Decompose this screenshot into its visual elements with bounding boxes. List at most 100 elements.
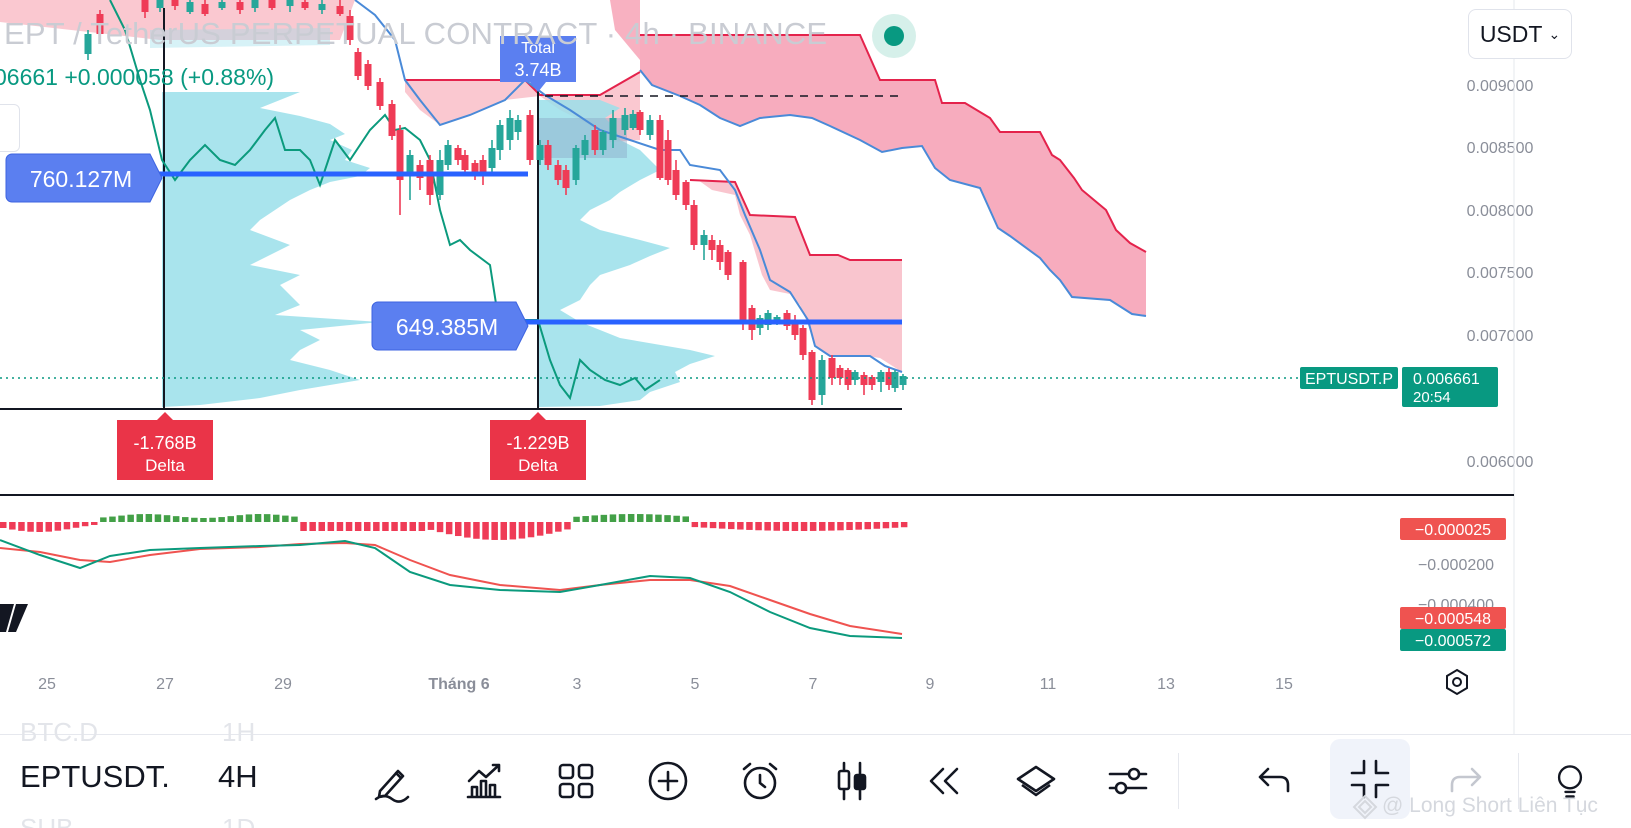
candle [818, 355, 826, 405]
candle-body [828, 358, 836, 378]
macd-histogram-bar [436, 522, 444, 533]
price-layer: 760.127M649.385MTotal3.74B-1.768BDelta-1… [0, 0, 1300, 480]
candle-body [268, 0, 276, 8]
candle-type-button[interactable] [824, 753, 880, 809]
add-button[interactable] [640, 753, 696, 809]
collapsed-panel-stub[interactable] [0, 104, 20, 152]
macd-histogram-bar [582, 516, 589, 522]
candle [251, 0, 259, 12]
candle-body [836, 368, 844, 378]
candle [479, 155, 487, 185]
delta-label-value: -1.768B [133, 433, 196, 453]
macd-line-value: −0.000572 [1415, 633, 1491, 650]
candle-body [672, 170, 680, 195]
poc-label-text: 760.127M [30, 166, 132, 192]
macd-histogram-bar [646, 514, 653, 522]
macd-histogram-bar [354, 522, 362, 531]
lightbulb-icon [1557, 765, 1583, 798]
candle-body [301, 2, 309, 8]
layouts-button[interactable] [548, 753, 604, 809]
macd-histogram-bar [555, 522, 562, 532]
delta-label-box [490, 412, 586, 480]
candle [885, 368, 893, 390]
redo-button[interactable] [1438, 753, 1494, 809]
delta-label-caption: Delta [145, 456, 185, 475]
candle-body [251, 0, 259, 8]
macd-histogram-bar [36, 522, 43, 532]
price-axis-label: 0.009000 [1467, 78, 1534, 95]
candle-body [171, 0, 179, 6]
candle-body [748, 308, 756, 330]
market-status-indicator[interactable] [872, 14, 916, 58]
macd-histogram-bar [382, 522, 389, 531]
candle-body [426, 160, 434, 195]
ideas-button[interactable] [1550, 753, 1590, 809]
candle-body [891, 372, 899, 388]
candle-body [218, 2, 226, 8]
toolbar-divider [1178, 753, 1179, 809]
macd-histogram-bar [309, 522, 316, 531]
candle-body [336, 6, 344, 14]
undo-button[interactable] [1246, 753, 1302, 809]
macd-histogram-bar [163, 515, 171, 522]
candle-body [664, 140, 672, 180]
indicators-button[interactable] [456, 753, 512, 809]
macd-histogram-bar [791, 522, 799, 531]
countdown-text: 20:54 [1413, 389, 1451, 406]
candle-body [554, 165, 562, 180]
macd-histogram-bar [45, 522, 52, 532]
watermark: @ Long Short Liên Tục [1382, 794, 1598, 817]
macd-histogram-bar [627, 514, 635, 522]
candle [141, 0, 149, 18]
macd-histogram-bar [391, 522, 398, 531]
cloud-span-a [640, 34, 1147, 253]
candle [544, 140, 552, 170]
replay-button[interactable] [916, 753, 972, 809]
candle-body [141, 0, 149, 12]
candle-type-icon [837, 761, 867, 801]
time-axis-label: 11 [1040, 676, 1057, 693]
candle [756, 315, 764, 335]
candle [236, 0, 244, 14]
candle [171, 0, 179, 10]
alert-button[interactable] [732, 753, 788, 809]
symbol-tag-text: EPTUSDT.P [1305, 371, 1393, 388]
macd-histogram-bar [400, 522, 407, 531]
candle [636, 110, 644, 135]
candle [426, 155, 434, 205]
macd-histogram-bar [273, 514, 280, 522]
time-axis: 25 27 29 Tháng 6 3 5 7 9 11 13 15 [38, 668, 1468, 696]
ghost-symbol-top: BTC.D [20, 717, 98, 747]
time-axis-label: 15 [1275, 676, 1293, 693]
macd-histogram-bar [245, 514, 253, 522]
candle [84, 30, 92, 60]
interval-selector[interactable]: 4H [218, 759, 258, 794]
macd-histogram-bar [846, 522, 853, 531]
symbol-title[interactable]: EPT / TetherUS PERPETUAL CONTRACT · 4h ·… [4, 16, 828, 51]
ichimoku-cloud-right [640, 35, 1146, 316]
candle-body [354, 52, 362, 76]
time-axis-label: 7 [809, 676, 818, 693]
candle [514, 115, 522, 140]
ghost-symbol-bottom: SUB [20, 813, 74, 828]
settings-button[interactable] [1100, 753, 1156, 809]
draw-button[interactable] [364, 753, 420, 809]
candle-body [572, 148, 580, 180]
macd-histogram-bar [218, 517, 225, 522]
layers-button[interactable] [1008, 753, 1064, 809]
candle [461, 150, 469, 175]
price-axis-label: 0.006000 [1467, 454, 1534, 471]
candle-body [562, 170, 570, 188]
candle-body [461, 155, 469, 170]
candle [496, 120, 504, 160]
currency-select[interactable]: USDT ⌄ [1468, 9, 1572, 59]
macd-hist-value: −0.000025 [1415, 522, 1491, 539]
macd-histogram-bar [227, 516, 234, 522]
macd-histogram-bar [864, 522, 871, 530]
macd-axis-label: −0.000200 [1418, 557, 1494, 574]
redo-icon [1450, 767, 1482, 793]
symbol-selector[interactable]: EPTUSDT. [20, 759, 170, 794]
price-change: 06661 +0.000058 (+0.88%) [0, 64, 275, 90]
